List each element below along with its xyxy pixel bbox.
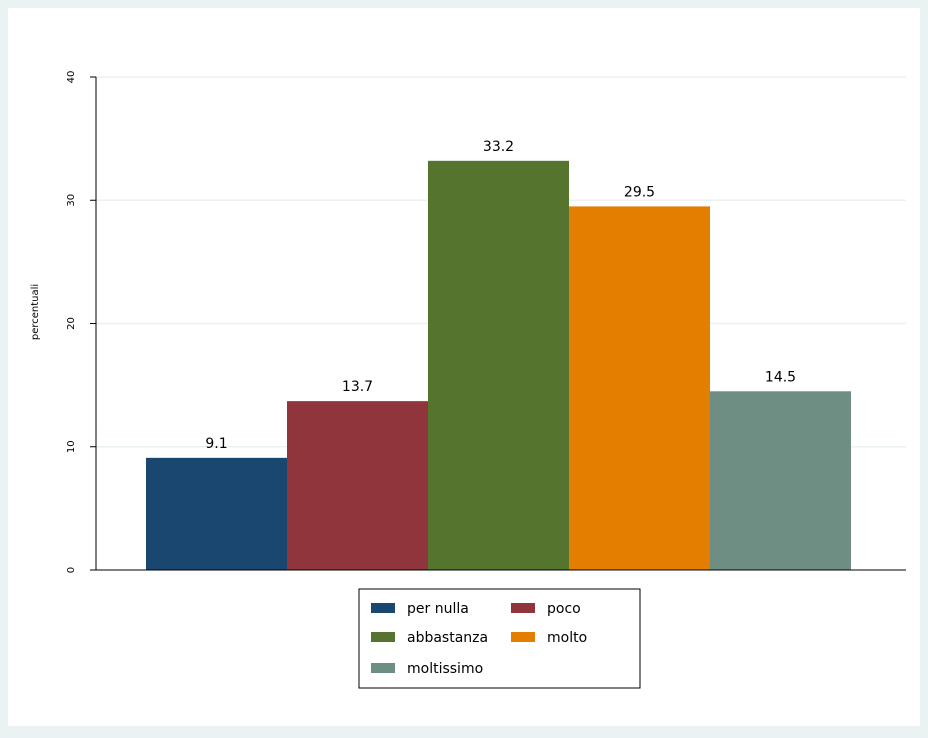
legend-swatch: [371, 632, 395, 642]
legend-swatch: [511, 632, 535, 642]
bars: [146, 160, 851, 570]
y-tick-label: 0: [66, 567, 77, 573]
bar-value-label: 33.2: [483, 139, 514, 155]
y-axis: 0 10 20 30 40: [66, 71, 906, 573]
bar: [287, 401, 428, 570]
legend-swatch: [371, 603, 395, 613]
y-tick-label: 30: [66, 194, 77, 207]
legend-label: moltissimo: [407, 661, 483, 677]
legend-swatch: [511, 603, 535, 613]
bar: [710, 391, 851, 570]
bar-value-label: 13.7: [342, 379, 373, 395]
legend-label: molto: [547, 630, 587, 646]
y-tick-label: 10: [66, 440, 77, 453]
legend-label: poco: [547, 601, 581, 617]
bar-value-labels: 9.1 13.7 33.2 29.5 14.5: [205, 139, 796, 452]
legend-swatch: [371, 663, 395, 673]
bar: [569, 206, 710, 570]
y-tick-label: 40: [66, 71, 77, 84]
legend-box: [358, 588, 641, 689]
legend-label: abbastanza: [407, 630, 488, 646]
bar-value-label: 14.5: [765, 369, 796, 385]
legend: per nulla poco abbastanza molto moltissimo: [358, 588, 641, 689]
y-axis-title: percentuali: [30, 284, 41, 340]
legend-label: per nulla: [407, 601, 469, 617]
bar: [146, 457, 287, 570]
bar-value-label: 29.5: [624, 184, 655, 200]
y-tick-label: 20: [66, 317, 77, 330]
bar-value-label: 9.1: [205, 436, 227, 452]
bar: [428, 160, 569, 570]
